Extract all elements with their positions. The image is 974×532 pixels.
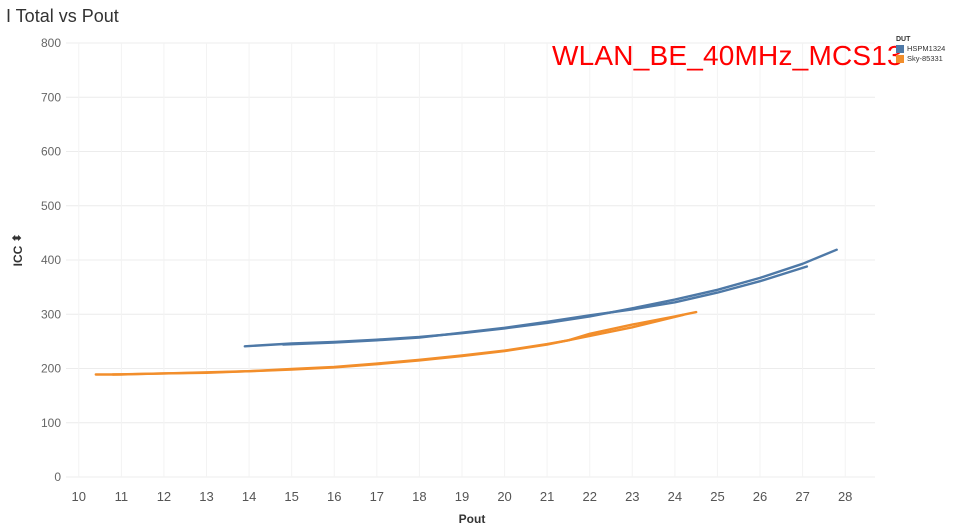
y-tick-label: 600	[41, 145, 61, 159]
x-tick-label: 26	[753, 489, 767, 504]
x-tick-label: 28	[838, 489, 852, 504]
x-tick-label: 14	[242, 489, 256, 504]
x-tick-label: 13	[199, 489, 213, 504]
series-line	[282, 265, 809, 346]
x-tick-label: 24	[668, 489, 682, 504]
series-line	[243, 248, 838, 348]
series-sky-85331	[94, 310, 698, 376]
legend-label: Sky-85331	[907, 54, 943, 63]
x-tick-label: 25	[710, 489, 724, 504]
x-tick-label: 16	[327, 489, 341, 504]
legend-item-hspm1324[interactable]: HSPM1324	[896, 44, 945, 53]
x-axis-label: Pout	[459, 512, 486, 526]
series-line	[94, 313, 685, 376]
x-tick-label: 12	[157, 489, 171, 504]
y-axis-title: ICC ⬍	[10, 233, 25, 266]
y-axis-label: ICC	[11, 245, 25, 266]
x-tick-label: 23	[625, 489, 639, 504]
sort-icon[interactable]: ⬍	[10, 233, 24, 243]
x-tick-label: 27	[795, 489, 809, 504]
series-lines	[94, 248, 838, 376]
legend-swatch	[896, 44, 904, 53]
y-tick-label: 800	[41, 36, 61, 50]
y-tick-label: 500	[41, 199, 61, 213]
grid	[66, 42, 875, 478]
legend-item-sky-85331[interactable]: Sky-85331	[896, 54, 945, 63]
x-tick-label: 22	[582, 489, 596, 504]
y-tick-label: 200	[41, 362, 61, 376]
x-tick-label: 19	[455, 489, 469, 504]
y-tick-label: 100	[41, 416, 61, 430]
legend-title: DUT	[896, 36, 911, 43]
x-tick-label: 20	[497, 489, 511, 504]
x-tick-label: 10	[72, 489, 86, 504]
x-tick-label: 17	[370, 489, 384, 504]
chart-annotation: WLAN_BE_40MHz_MCS13	[552, 40, 903, 71]
series-line	[111, 310, 698, 376]
legend-label: HSPM1324	[907, 44, 946, 53]
y-tick-label: 700	[41, 90, 61, 104]
series-hspm1324	[243, 248, 838, 348]
legend-swatch	[896, 54, 904, 63]
y-tick-label: 300	[41, 307, 61, 321]
x-tick-label: 15	[284, 489, 298, 504]
y-tick-label: 400	[41, 253, 61, 267]
x-tick-label: 21	[540, 489, 554, 504]
x-tick-label: 11	[115, 489, 129, 504]
y-axis-ticks: 0 100 200 300 400 500 600 700 800	[41, 36, 61, 484]
x-axis-ticks: 10 11 12 13 14 15 16 17 18 19 20 21 22 23 24 25 26 27 28	[72, 489, 853, 504]
chart-title: I Total vs Pout	[6, 6, 119, 26]
y-tick-label: 0	[54, 470, 61, 484]
legend: DUT HSPM1324 Sky-85331	[896, 36, 945, 63]
x-tick-label: 18	[412, 489, 426, 504]
